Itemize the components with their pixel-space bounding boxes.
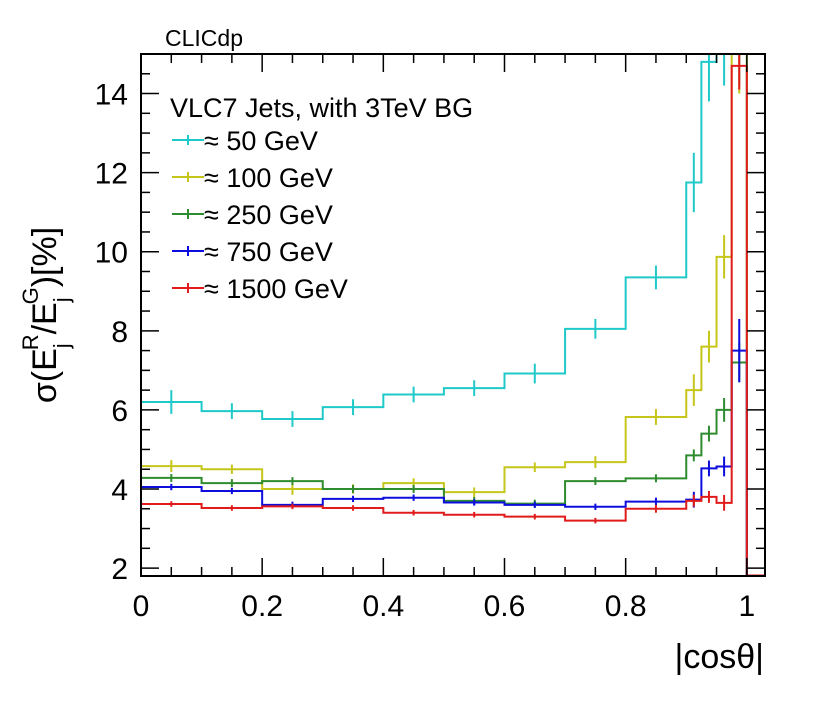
series-4: [140, 318, 764, 577]
legend-label: ≈ 100 GeV: [204, 163, 333, 193]
x-axis: 0 0.2 0.4 0.6 0.8 1: [133, 54, 755, 623]
legend-label: ≈ 250 GeV: [204, 200, 333, 230]
legend-label: ≈ 1500 GeV: [204, 274, 348, 304]
legend-label: ≈ 50 GeV: [204, 126, 318, 156]
y-axis-title: σ(EjR/EjG)[%]: [18, 227, 74, 403]
y-tick-label: 4: [111, 474, 128, 507]
legend: VLC7 Jets, with 3TeV BG ≈ 50 GeV ≈ 100 Ge…: [170, 93, 473, 304]
x-tick-label: 0: [133, 590, 150, 623]
x-tick-label: 0.2: [241, 590, 283, 623]
plot-frame: [140, 53, 766, 577]
x-tick-label: 0.4: [362, 590, 404, 623]
y-tick-label: 6: [111, 395, 128, 428]
series-5: [140, 54, 764, 577]
series-line: [140, 64, 764, 577]
x-tick-label: 0.6: [484, 590, 526, 623]
clicdp-label: CLICdp: [165, 25, 243, 51]
y-tick-label: 10: [95, 237, 128, 270]
legend-title: VLC7 Jets, with 3TeV BG: [170, 93, 473, 123]
y-tick-label: 8: [111, 316, 128, 349]
x-axis-title: |cosθ|: [675, 638, 764, 676]
x-tick-label: 1: [738, 590, 755, 623]
series-3: [140, 342, 764, 577]
y-axis: 2 4 6 8 10 12 14: [95, 53, 765, 586]
y-tick-label: 2: [111, 553, 128, 586]
series-2: [140, 53, 764, 577]
legend-label: ≈ 750 GeV: [204, 237, 333, 267]
series-line: [140, 349, 764, 577]
y-tick-label: 14: [95, 79, 128, 112]
x-tick-label: 0.8: [605, 590, 647, 623]
y-tick-label: 12: [95, 158, 128, 191]
